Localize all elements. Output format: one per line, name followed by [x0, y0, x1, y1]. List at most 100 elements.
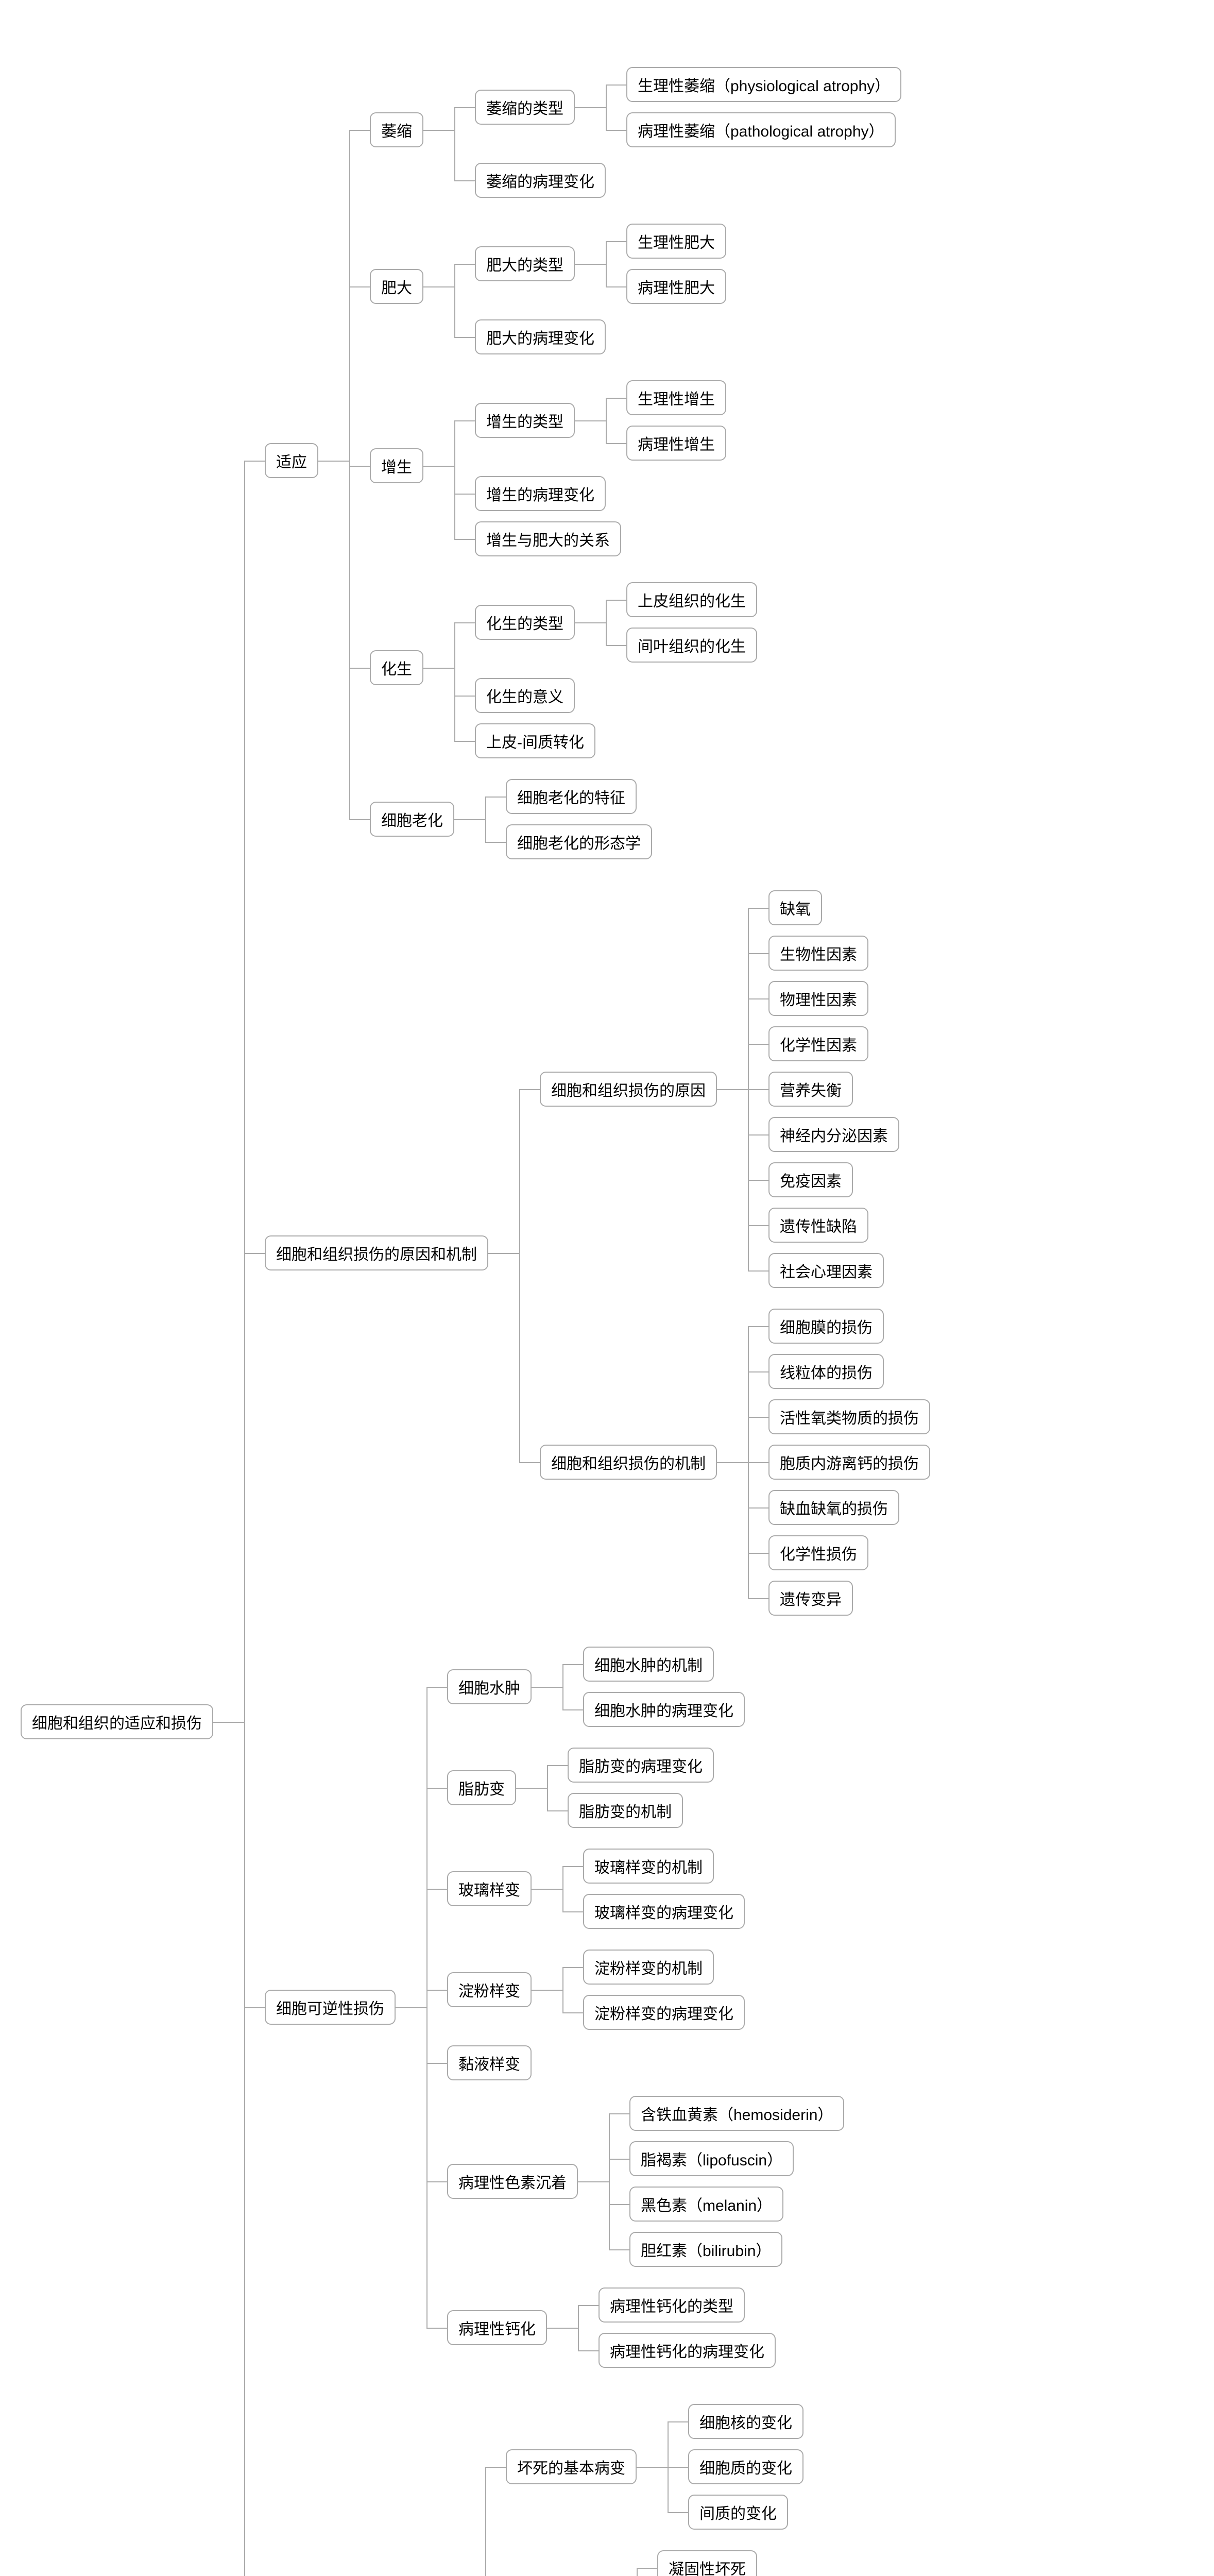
node-wrap: 神经内分泌因素 — [768, 1117, 899, 1152]
tree-node[interactable]: 黏液样变 — [447, 2045, 532, 2080]
tree-item: 间质的变化 — [668, 2489, 803, 2535]
tree-node[interactable]: 细胞可逆性损伤 — [265, 1990, 396, 2025]
tree-node[interactable]: 生理性增生 — [626, 380, 726, 415]
node-wrap: 增生的类型 — [475, 403, 575, 438]
tree-item: 萎缩 萎缩的类型 生理性萎缩（physiological atrophy） 病理性萎缩… — [349, 52, 901, 208]
tree-node[interactable]: 神经内分泌因素 — [768, 1117, 899, 1152]
tree-node[interactable]: 增生与肥大的关系 — [475, 521, 621, 556]
tree-node[interactable]: 淀粉样变 — [447, 1972, 532, 2007]
tree-item: 化学性因素 — [748, 1021, 899, 1066]
tree-item: 细胞水肿的病理变化 — [562, 1687, 745, 1732]
tree-node[interactable]: 脂褐素（lipofuscin） — [629, 2141, 794, 2176]
node-wrap: 物理性因素 — [768, 981, 868, 1016]
tree-node[interactable]: 脂肪变的机制 — [568, 1793, 683, 1828]
tree-node[interactable]: 线粒体的损伤 — [768, 1354, 884, 1389]
tree-item: 萎缩的病理变化 — [454, 158, 901, 203]
tree-children: 生理性增生病理性增生 — [575, 375, 726, 466]
tree-node[interactable]: 玻璃样变 — [447, 1871, 532, 1906]
node-wrap: 黑色素（melanin） — [629, 2187, 783, 2222]
tree-node[interactable]: 生理性肥大 — [626, 224, 726, 259]
tree-node[interactable]: 淀粉样变的病理变化 — [583, 1995, 745, 2030]
tree-node[interactable]: 适应 — [265, 443, 318, 478]
tree-node[interactable]: 病理性钙化的病理变化 — [599, 2333, 776, 2368]
tree-node[interactable]: 增生的病理变化 — [475, 476, 606, 511]
tree-node[interactable]: 细胞和组织损伤的机制 — [540, 1445, 717, 1480]
tree-node[interactable]: 细胞老化 — [370, 802, 454, 837]
tree-node[interactable]: 胞质内游离钙的损伤 — [768, 1445, 930, 1480]
tree-node[interactable]: 化生的类型 — [475, 605, 575, 640]
node-wrap: 间质的变化 — [688, 2495, 788, 2530]
tree-node[interactable]: 脂肪变的病理变化 — [568, 1748, 714, 1783]
tree-node[interactable]: 病理性增生 — [626, 426, 726, 461]
tree-node[interactable]: 凝固性坏死 — [657, 2550, 757, 2576]
tree-node[interactable]: 萎缩的病理变化 — [475, 163, 606, 198]
tree-children: 增生的类型生理性增生病理性增生增生的病理变化增生与肥大的关系 — [423, 370, 726, 562]
tree-node[interactable]: 免疫因素 — [768, 1162, 853, 1197]
tree-node[interactable]: 含铁血黄素（hemosiderin） — [629, 2096, 844, 2131]
tree-node[interactable]: 细胞水肿 — [447, 1669, 532, 1704]
tree-item: 病理性钙化的病理变化 — [578, 2328, 776, 2373]
tree-node[interactable]: 玻璃样变的病理变化 — [583, 1894, 745, 1929]
node-wrap: 病理性色素沉着 — [447, 2164, 578, 2199]
node-wrap: 线粒体的损伤 — [768, 1354, 884, 1389]
tree-node[interactable]: 萎缩 — [370, 112, 423, 147]
tree-node[interactable]: 生理性萎缩（physiological atrophy） — [626, 67, 901, 102]
tree-children: 萎缩 萎缩的类型 生理性萎缩（physiological atrophy） 病理性萎缩… — [318, 52, 901, 870]
tree-node[interactable]: 细胞质的变化 — [688, 2449, 803, 2484]
tree-node[interactable]: 细胞和组织损伤的原因和机制 — [265, 1235, 488, 1270]
tree-node[interactable]: 玻璃样变的机制 — [583, 1849, 714, 1884]
tree-item: 生理性增生 — [606, 375, 726, 420]
tree-item: 胞质内游离钙的损伤 — [748, 1439, 930, 1485]
tree-node[interactable]: 细胞和组织损伤的原因 — [540, 1072, 717, 1107]
tree-node[interactable]: 细胞水肿的病理变化 — [583, 1692, 745, 1727]
tree-node[interactable]: 细胞膜的损伤 — [768, 1309, 884, 1344]
tree-node[interactable]: 病理性萎缩（pathological atrophy） — [626, 112, 896, 147]
tree-node[interactable]: 物理性因素 — [768, 981, 868, 1016]
tree-node[interactable]: 细胞和组织的适应和损伤 — [21, 1704, 213, 1739]
tree-node[interactable]: 化生的意义 — [475, 678, 575, 713]
tree-node[interactable]: 坏死的基本病变 — [506, 2449, 637, 2484]
tree-node[interactable]: 细胞老化的特征 — [506, 779, 637, 814]
node-wrap: 脂肪变的病理变化 — [568, 1748, 714, 1783]
tree-node[interactable]: 淀粉样变的机制 — [583, 1950, 714, 1985]
tree-item: 细胞可逆性损伤 细胞水肿 细胞水肿的机制细胞水肿的病理变化脂肪变 脂肪变的病理变化脂肪… — [244, 1631, 930, 2383]
tree-node[interactable]: 间质的变化 — [688, 2495, 788, 2530]
tree-node[interactable]: 肥大的类型 — [475, 246, 575, 281]
tree-node[interactable]: 上皮-间质转化 — [475, 723, 595, 758]
tree-item: 细胞膜的损伤 — [748, 1303, 930, 1349]
tree-node[interactable]: 萎缩的类型 — [475, 90, 575, 125]
tree-node[interactable]: 增生的类型 — [475, 403, 575, 438]
tree-node[interactable]: 胆红素（bilirubin） — [629, 2232, 782, 2267]
tree-node[interactable]: 社会心理因素 — [768, 1253, 884, 1288]
tree-node[interactable]: 间叶组织的化生 — [626, 628, 757, 663]
tree-item: 化学性损伤 — [748, 1530, 930, 1575]
tree-node[interactable]: 缺氧 — [768, 890, 822, 925]
tree-node[interactable]: 细胞核的变化 — [688, 2404, 803, 2439]
tree-item: 上皮组织的化生 — [606, 577, 757, 622]
tree-node[interactable]: 化学性因素 — [768, 1026, 868, 1061]
tree-node[interactable]: 遗传性缺陷 — [768, 1208, 868, 1243]
tree-item: 玻璃样变的病理变化 — [562, 1889, 745, 1934]
tree-node[interactable]: 增生 — [370, 448, 423, 483]
tree-node[interactable]: 肥大的病理变化 — [475, 319, 606, 354]
tree-node[interactable]: 上皮组织的化生 — [626, 582, 757, 617]
tree-children: 细胞核的变化细胞质的变化间质的变化 — [637, 2399, 803, 2535]
tree-node[interactable]: 化生 — [370, 650, 423, 685]
tree-node[interactable]: 缺血缺氧的损伤 — [768, 1490, 899, 1525]
tree-node[interactable]: 病理性钙化 — [447, 2310, 547, 2345]
tree-item: 细胞老化 细胞老化的特征细胞老化的形态学 — [349, 769, 901, 870]
tree-node[interactable]: 化学性损伤 — [768, 1535, 868, 1570]
tree-node[interactable]: 脂肪变 — [447, 1770, 516, 1805]
tree-node[interactable]: 细胞水肿的机制 — [583, 1647, 714, 1682]
tree-node[interactable]: 细胞老化的形态学 — [506, 824, 652, 859]
tree-node[interactable]: 肥大 — [370, 269, 423, 304]
tree-node[interactable]: 黑色素（melanin） — [629, 2187, 783, 2222]
tree-node[interactable]: 病理性肥大 — [626, 269, 726, 304]
tree-node[interactable]: 营养失衡 — [768, 1072, 853, 1107]
tree-node[interactable]: 遗传变异 — [768, 1581, 853, 1616]
tree-node[interactable]: 病理性钙化的类型 — [599, 2287, 745, 2323]
tree-node[interactable]: 生物性因素 — [768, 936, 868, 971]
node-wrap: 细胞水肿 — [447, 1669, 532, 1704]
tree-node[interactable]: 活性氧类物质的损伤 — [768, 1399, 930, 1434]
tree-node[interactable]: 病理性色素沉着 — [447, 2164, 578, 2199]
